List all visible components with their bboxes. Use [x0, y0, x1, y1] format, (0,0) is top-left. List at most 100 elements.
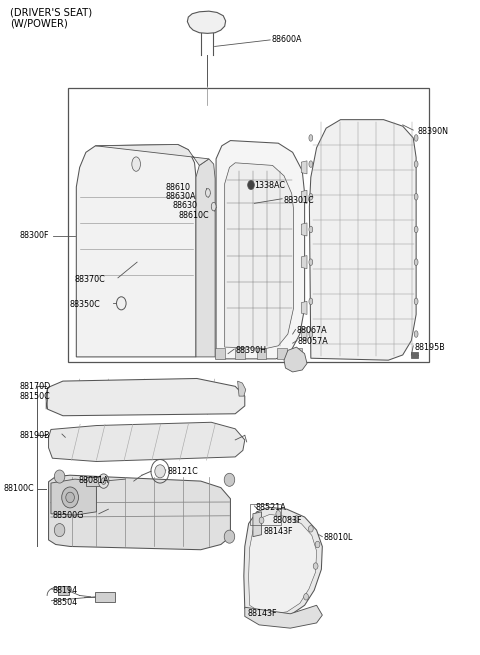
Polygon shape: [245, 605, 323, 628]
Polygon shape: [411, 352, 418, 358]
Ellipse shape: [309, 298, 313, 305]
Polygon shape: [301, 161, 307, 174]
Text: 88100C: 88100C: [3, 485, 34, 493]
Text: 88121C: 88121C: [167, 467, 198, 476]
Text: 1338AC: 1338AC: [254, 181, 285, 189]
Text: 88057A: 88057A: [298, 337, 329, 346]
Ellipse shape: [62, 487, 78, 508]
Polygon shape: [225, 163, 294, 348]
Bar: [68, 88, 429, 362]
Polygon shape: [46, 379, 245, 416]
Ellipse shape: [211, 202, 216, 211]
Ellipse shape: [309, 226, 313, 233]
Ellipse shape: [315, 541, 320, 548]
Polygon shape: [253, 512, 262, 536]
Polygon shape: [48, 476, 230, 550]
Text: 88143F: 88143F: [264, 527, 293, 536]
Ellipse shape: [309, 331, 313, 337]
Polygon shape: [310, 120, 416, 360]
Polygon shape: [196, 159, 215, 357]
Polygon shape: [244, 507, 323, 618]
Text: 88170D: 88170D: [20, 382, 51, 391]
Polygon shape: [257, 348, 266, 359]
Ellipse shape: [101, 478, 106, 484]
Ellipse shape: [276, 510, 281, 517]
Text: 88350C: 88350C: [69, 300, 100, 309]
Polygon shape: [301, 255, 307, 269]
Text: 88010L: 88010L: [324, 533, 353, 542]
Bar: [250, 504, 281, 525]
Ellipse shape: [98, 474, 109, 488]
Ellipse shape: [309, 259, 313, 265]
Ellipse shape: [309, 135, 313, 141]
Polygon shape: [301, 223, 307, 236]
Ellipse shape: [309, 161, 313, 168]
Text: 88521A: 88521A: [256, 503, 287, 512]
Ellipse shape: [313, 563, 318, 569]
Polygon shape: [235, 348, 245, 359]
Ellipse shape: [54, 470, 65, 483]
Text: 88195B: 88195B: [415, 343, 445, 352]
Text: 88630A: 88630A: [166, 193, 196, 201]
Text: 88300F: 88300F: [20, 231, 49, 240]
Ellipse shape: [205, 189, 210, 197]
Text: 88390N: 88390N: [417, 127, 448, 136]
Ellipse shape: [294, 515, 299, 522]
Ellipse shape: [414, 226, 418, 233]
Text: 88081A: 88081A: [79, 476, 109, 485]
Ellipse shape: [155, 465, 165, 478]
Ellipse shape: [132, 157, 141, 172]
Text: (W/POWER): (W/POWER): [10, 19, 68, 29]
Ellipse shape: [309, 193, 313, 200]
Polygon shape: [48, 422, 245, 462]
Polygon shape: [301, 301, 307, 314]
Polygon shape: [187, 11, 226, 33]
Text: 88301C: 88301C: [283, 196, 314, 204]
Polygon shape: [46, 388, 48, 409]
Text: 88194: 88194: [52, 586, 77, 595]
Polygon shape: [215, 348, 225, 359]
Ellipse shape: [54, 523, 65, 536]
Polygon shape: [301, 190, 307, 203]
Ellipse shape: [224, 474, 235, 486]
Text: 88610: 88610: [166, 183, 191, 192]
Polygon shape: [249, 514, 317, 614]
Text: 88190B: 88190B: [20, 431, 50, 440]
Ellipse shape: [248, 180, 254, 189]
Ellipse shape: [414, 135, 418, 141]
Text: 88370C: 88370C: [75, 274, 106, 284]
Ellipse shape: [414, 193, 418, 200]
Ellipse shape: [414, 161, 418, 168]
Text: 88500G: 88500G: [52, 511, 84, 519]
Text: 88610C: 88610C: [178, 210, 209, 219]
Polygon shape: [76, 145, 196, 357]
Text: 88083F: 88083F: [272, 516, 301, 525]
Text: 88150C: 88150C: [20, 392, 50, 402]
Text: 88067A: 88067A: [297, 326, 327, 335]
Polygon shape: [86, 477, 104, 485]
Polygon shape: [284, 347, 307, 372]
Text: 88504: 88504: [52, 597, 77, 607]
Text: 88390H: 88390H: [235, 346, 266, 355]
Polygon shape: [51, 479, 96, 515]
Bar: [58, 586, 69, 595]
Ellipse shape: [414, 331, 418, 337]
Polygon shape: [301, 328, 307, 341]
Polygon shape: [293, 348, 302, 359]
Ellipse shape: [309, 525, 313, 532]
Ellipse shape: [304, 593, 309, 600]
Ellipse shape: [117, 297, 126, 310]
Polygon shape: [96, 145, 209, 166]
Polygon shape: [277, 348, 287, 359]
Text: (DRIVER'S SEAT): (DRIVER'S SEAT): [10, 7, 92, 17]
Bar: [96, 592, 115, 602]
Text: 88143F: 88143F: [247, 609, 276, 618]
Ellipse shape: [414, 298, 418, 305]
Ellipse shape: [224, 530, 235, 543]
Ellipse shape: [414, 259, 418, 265]
Text: 88600A: 88600A: [271, 35, 301, 45]
Ellipse shape: [66, 492, 74, 502]
Text: 88630: 88630: [173, 202, 198, 210]
Polygon shape: [238, 381, 246, 396]
Polygon shape: [216, 141, 305, 359]
